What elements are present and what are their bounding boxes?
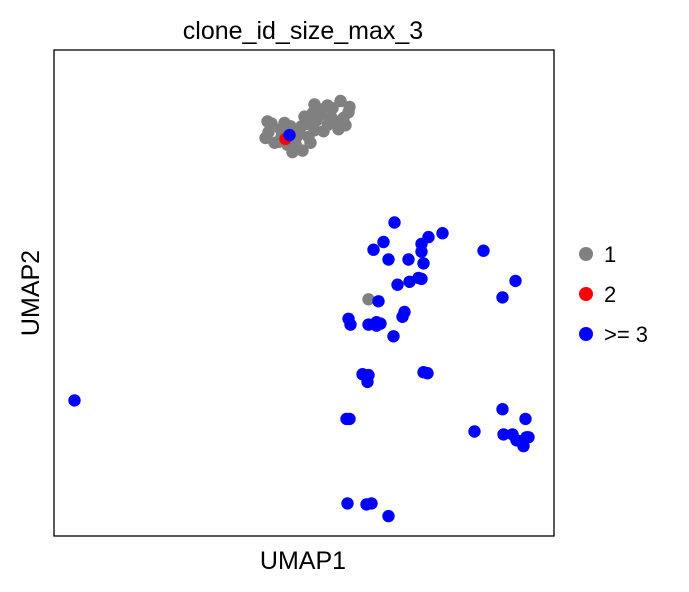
chart-title: clone_id_size_max_3: [183, 17, 423, 45]
data-point: [388, 216, 401, 229]
data-point: [304, 136, 317, 149]
series-3: [68, 128, 535, 523]
data-point: [402, 253, 415, 266]
data-point: [334, 94, 347, 108]
legend: 1 2 >= 3: [579, 242, 648, 347]
data-point: [382, 253, 395, 266]
legend-label: >= 3: [604, 322, 648, 347]
data-point: [497, 428, 510, 441]
data-point: [370, 319, 383, 332]
data-point: [519, 412, 532, 426]
legend-label: 2: [604, 282, 616, 307]
legend-marker: [579, 287, 593, 301]
data-point: [509, 274, 522, 288]
data-point: [296, 144, 309, 157]
data-point: [295, 120, 308, 133]
data-point: [362, 368, 375, 382]
data-point: [415, 272, 428, 286]
data-point: [317, 125, 330, 138]
data-point: [321, 99, 334, 112]
data-point: [308, 124, 321, 137]
data-point: [398, 305, 411, 319]
data-point: [387, 330, 400, 343]
data-point: [365, 497, 378, 510]
x-axis-label: UMAP1: [260, 547, 346, 575]
data-point: [417, 257, 430, 270]
data-point: [343, 412, 356, 426]
data-point: [278, 116, 291, 130]
data-point: [259, 131, 272, 145]
data-point: [68, 394, 81, 407]
data-point: [372, 295, 385, 308]
data-point: [477, 244, 490, 257]
data-point: [520, 431, 533, 444]
data-point: [496, 403, 509, 416]
data-point: [382, 509, 395, 523]
data-point: [341, 497, 354, 510]
data-point: [283, 128, 296, 142]
data-point: [342, 106, 355, 119]
data-point: [415, 245, 428, 258]
data-point: [421, 367, 434, 380]
legend-marker: [579, 327, 593, 341]
data-point: [496, 291, 509, 304]
data-point: [377, 235, 390, 249]
data-point: [468, 425, 481, 438]
data-point: [391, 278, 404, 291]
y-axis-label: UMAP2: [17, 250, 45, 336]
data-points: [68, 94, 535, 523]
data-point: [436, 227, 449, 240]
data-point: [367, 243, 380, 256]
data-point: [330, 116, 343, 129]
legend-marker: [579, 247, 593, 261]
series-1: [259, 94, 375, 306]
data-point: [344, 318, 357, 331]
data-point: [362, 293, 375, 306]
data-point: [261, 115, 274, 128]
data-point: [315, 108, 328, 121]
data-point: [286, 145, 299, 159]
legend-label: 1: [604, 242, 616, 267]
data-point: [298, 110, 311, 123]
